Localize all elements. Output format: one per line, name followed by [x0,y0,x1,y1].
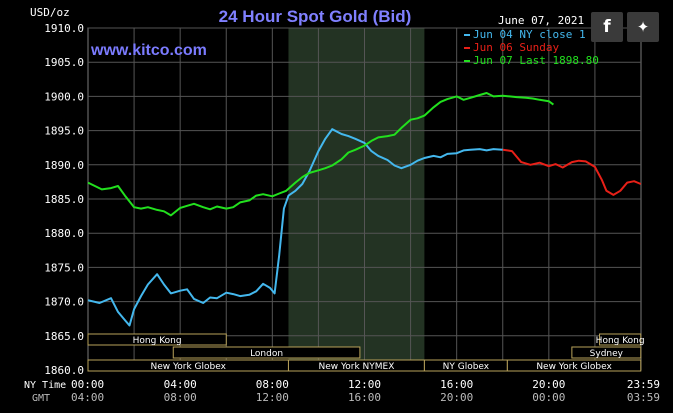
y-tick-label: 1910.0 [44,22,84,35]
x-tick-gmt: 03:59 [627,391,660,404]
series-line [87,92,554,217]
site-label: www.kitco.com [90,42,207,59]
x-tick-ny: 12:00 [348,378,381,391]
y-tick-label: 1880.0 [44,227,84,240]
series-lines [87,92,642,327]
x-tick-gmt: 00:00 [532,391,565,404]
x-tick-ny: 04:00 [164,378,197,391]
chart-title: 24 Hour Spot Gold (Bid) [219,7,412,26]
series-line [87,128,503,327]
x-tick-gmt: 16:00 [348,391,381,404]
twitter-icon: ✦ [636,18,650,36]
session-label: New York Globex [150,362,226,372]
session-label: Hong Kong [133,336,182,346]
x-tick-ny: 00:00 [71,378,104,391]
y-tick-label: 1870.0 [44,296,84,309]
x-tick-gmt: 20:00 [440,391,473,404]
legend-label: Jun 06 Sunday [473,41,559,54]
session-label: NY Globex [443,362,490,372]
y-tick-label: 1860.0 [44,364,84,377]
y-tick-label: 1875.0 [44,261,84,274]
session-label: New York NYMEX [318,362,394,372]
y-tick-labels: 1910.0 1905.0 1900.0 1895.0 1890.0 1885.0 1880… [44,22,84,377]
x-tick-gmt: 12:00 [256,391,289,404]
twitter-share-button[interactable]: ✦ [627,12,659,42]
legend-label: Jun 07 Last 1898.80 [473,54,599,67]
y-tick-label: 1865.0 [44,330,84,343]
facebook-icon: f [603,17,611,37]
session-bar [571,346,642,359]
x-tick-gmt: 08:00 [164,391,197,404]
gmt-label: GMT [32,393,50,404]
legend-label: Jun 04 NY close 1 [473,28,586,41]
session-bar [599,333,642,346]
session-label: Hong Kong [596,336,645,346]
x-tick-ny: 16:00 [440,378,473,391]
y-tick-label: 1890.0 [44,159,84,172]
session-label: New York Globex [536,362,612,372]
x-tick-ny: 08:00 [256,378,289,391]
x-tick-labels: 00:00 04:00 08:00 12:00 16:00 20:00 23:5904:00… [71,378,660,404]
y-tick-label: 1895.0 [44,125,84,138]
facebook-share-button[interactable]: f [591,12,623,42]
x-tick-gmt: 04:00 [71,391,104,404]
session-label: Sydney [590,349,624,359]
y-tick-label: 1900.0 [44,90,84,103]
ny-time-label: NY Time [24,380,66,391]
y-tick-label: 1885.0 [44,193,84,206]
date-label: June 07, 2021 [498,14,584,27]
session-label: London [250,349,283,359]
y-unit-label: USD/oz [30,6,70,19]
y-tick-label: 1905.0 [44,56,84,69]
session-bars: Hong Kong Hong Kong London Sydney New York G… [87,333,645,372]
x-tick-ny: 20:00 [532,378,565,391]
session-bar [87,333,227,346]
session-bar [172,346,361,359]
series-line [502,148,642,196]
x-tick-ny: 23:59 [627,378,660,391]
session-bar [506,359,642,372]
